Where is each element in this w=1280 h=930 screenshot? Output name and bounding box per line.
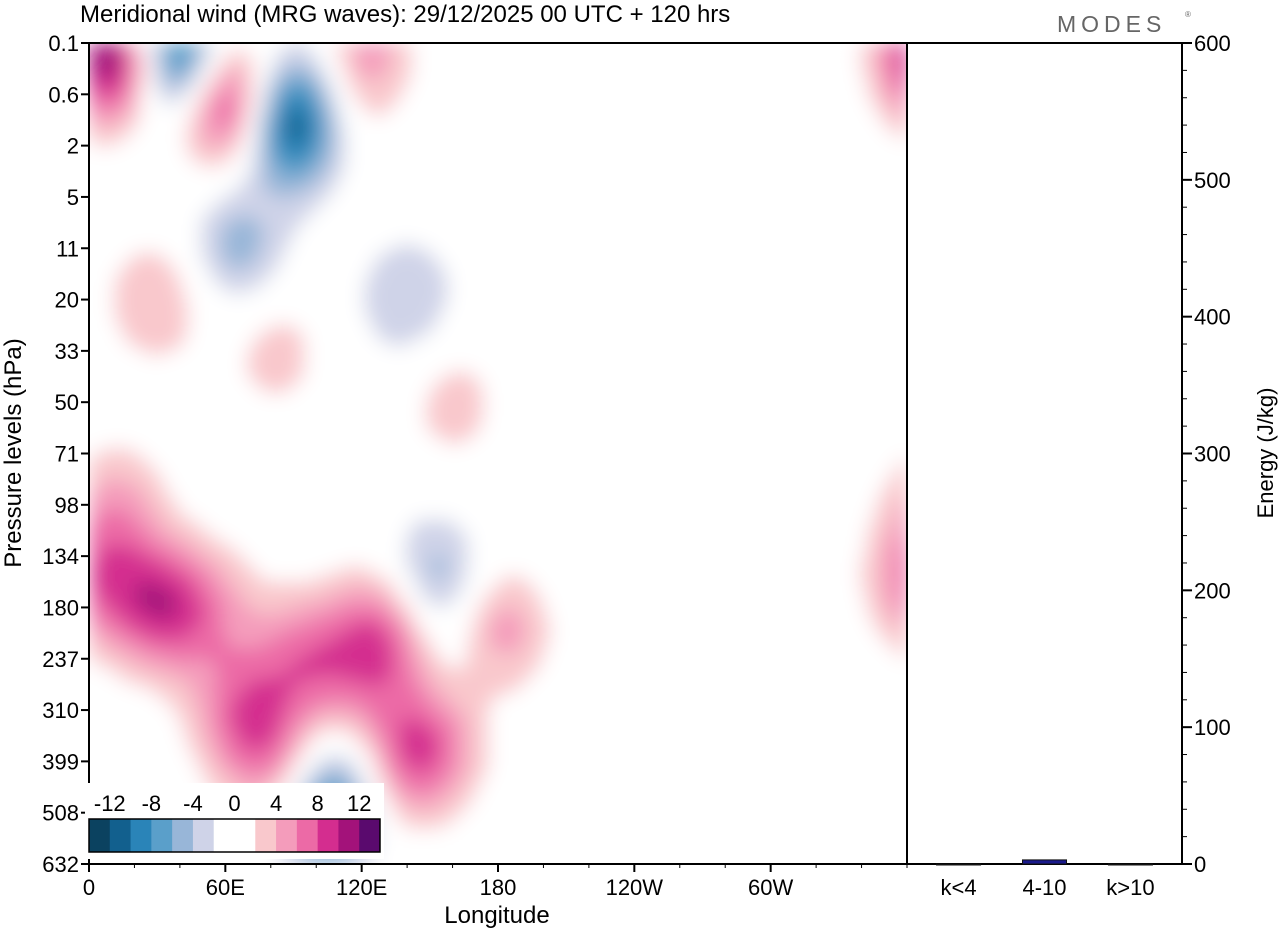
y-tick-label: 5 [67, 185, 79, 210]
colorbar-swatch [151, 819, 173, 852]
energy-tick-label: 200 [1194, 578, 1231, 603]
energy-bar [1022, 859, 1067, 865]
energy-category-label: k<4 [941, 875, 977, 900]
y-tick-label: 0.6 [48, 82, 79, 107]
y-tick-label: 632 [42, 852, 79, 877]
x-tick-label: 120E [336, 875, 387, 900]
colorbar-frame [88, 818, 381, 853]
energy-categories: k<4 4-10 k>10 [941, 875, 1155, 900]
heatmap-field [89, 43, 907, 864]
colorbar-swatch [255, 819, 277, 852]
colorbar-label: 12 [347, 791, 371, 816]
y-tick-label: 237 [42, 647, 79, 672]
y-tick-label: 0.1 [48, 31, 79, 56]
pressure-axis: 0.1 0.6 2 5 11 20 33 50 71 98 134 180 237 310 399 508 63… [42, 31, 89, 877]
colorbar-swatch [317, 819, 339, 852]
x-tick-label: 180 [480, 875, 517, 900]
modes-logo: MODES [1057, 11, 1166, 37]
colorbar-swatch [213, 819, 235, 852]
energy-category-label: k>10 [1106, 875, 1154, 900]
colorbar-swatch [338, 819, 360, 852]
y-tick-label: 98 [55, 493, 79, 518]
y-tick-label: 11 [56, 236, 79, 261]
energy-tick-label: 500 [1194, 168, 1231, 193]
y-tick-label: 71 [55, 442, 79, 467]
y-tick-label: 399 [42, 749, 79, 774]
energy-tick-label: 100 [1194, 715, 1231, 740]
x-tick-label: 120W [606, 875, 664, 900]
energy-bars [936, 859, 1153, 866]
colorbar-swatch [296, 819, 319, 852]
colorbar-swatch [172, 819, 194, 852]
x-tick-label: 60W [748, 875, 793, 900]
energy-bar [936, 863, 982, 866]
modes-logo-mark: ® [1185, 10, 1191, 19]
y-tick-label: 508 [42, 801, 79, 826]
colorbar-swatch [276, 819, 298, 852]
colorbar-label: -4 [183, 791, 203, 816]
colorbar-label: 0 [228, 791, 240, 816]
colorbar: -12 -8 -4 0 4 8 12 [85, 783, 384, 859]
y-tick-label: 20 [55, 288, 79, 313]
colorbar-swatch [192, 819, 215, 852]
energy-tick-label: 600 [1194, 31, 1231, 56]
y-tick-label: 50 [55, 390, 79, 415]
x-tick-label: 60E [206, 875, 245, 900]
energy-panel-frame [906, 42, 1183, 865]
colorbar-swatch [109, 819, 132, 852]
energy-axis: 0 100 200 300 400 500 600 [1182, 31, 1231, 877]
energy-tick-label: 300 [1194, 442, 1231, 467]
colorbar-label: 8 [312, 791, 324, 816]
y-tick-label: 2 [67, 134, 79, 159]
colorbar-swatch [234, 819, 256, 852]
longitude-axis: 0 60E 120E 180 120W 60W [83, 864, 908, 900]
colorbar-swatch [130, 819, 152, 852]
x-tick-label: 0 [83, 875, 95, 900]
colorbar-swatch [89, 819, 111, 852]
y-tick-label: 310 [42, 698, 79, 723]
x-axis-label: Longitude [444, 902, 549, 929]
y-tick-label: 33 [55, 339, 79, 364]
energy-tick-label: 400 [1194, 305, 1231, 330]
energy-tick-label: 0 [1194, 852, 1206, 877]
energy-axis-label: Energy (J/kg) [1253, 388, 1278, 519]
colorbar-swatch [359, 819, 381, 852]
y-tick-label: 180 [42, 595, 79, 620]
chart-title: Meridional wind (MRG waves): 29/12/2025 … [80, 1, 730, 28]
y-axis-label: Pressure levels (hPa) [0, 338, 27, 567]
colorbar-label: -8 [142, 791, 162, 816]
y-tick-label: 134 [42, 544, 79, 569]
energy-category-label: 4-10 [1022, 875, 1066, 900]
colorbar-label: 4 [270, 791, 282, 816]
colorbar-label: -12 [94, 791, 126, 816]
energy-bar [1107, 863, 1153, 866]
